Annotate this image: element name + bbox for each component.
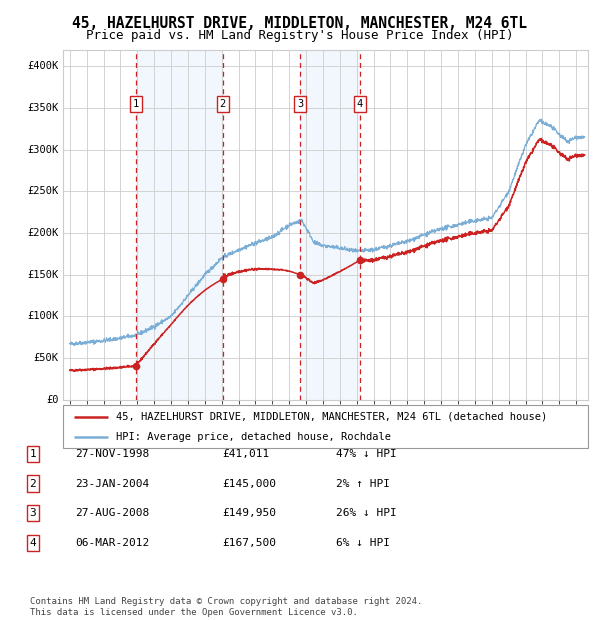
- Text: 23-JAN-2004: 23-JAN-2004: [75, 479, 149, 489]
- Text: Price paid vs. HM Land Registry's House Price Index (HPI): Price paid vs. HM Land Registry's House …: [86, 29, 514, 42]
- Text: 06-MAR-2012: 06-MAR-2012: [75, 538, 149, 548]
- Text: 6% ↓ HPI: 6% ↓ HPI: [336, 538, 390, 548]
- Text: HPI: Average price, detached house, Rochdale: HPI: Average price, detached house, Roch…: [115, 432, 391, 442]
- Text: £100K: £100K: [28, 311, 59, 322]
- FancyBboxPatch shape: [63, 405, 588, 448]
- Text: 27-AUG-2008: 27-AUG-2008: [75, 508, 149, 518]
- Text: 26% ↓ HPI: 26% ↓ HPI: [336, 508, 397, 518]
- Text: £0: £0: [46, 395, 59, 405]
- Text: 47% ↓ HPI: 47% ↓ HPI: [336, 449, 397, 459]
- Bar: [301, 50, 360, 400]
- Text: Contains HM Land Registry data © Crown copyright and database right 2024.
This d: Contains HM Land Registry data © Crown c…: [30, 598, 422, 617]
- Text: 2: 2: [220, 99, 226, 109]
- Text: 1: 1: [133, 99, 139, 109]
- Text: £41,011: £41,011: [222, 449, 269, 459]
- Text: 4: 4: [356, 99, 363, 109]
- Text: 3: 3: [297, 99, 304, 109]
- Text: 45, HAZELHURST DRIVE, MIDDLETON, MANCHESTER, M24 6TL (detached house): 45, HAZELHURST DRIVE, MIDDLETON, MANCHES…: [115, 412, 547, 422]
- Text: £50K: £50K: [34, 353, 59, 363]
- Text: £150K: £150K: [28, 270, 59, 280]
- Text: £167,500: £167,500: [222, 538, 276, 548]
- Text: £250K: £250K: [28, 187, 59, 197]
- Text: £149,950: £149,950: [222, 508, 276, 518]
- Text: £400K: £400K: [28, 61, 59, 71]
- Text: £145,000: £145,000: [222, 479, 276, 489]
- Text: 45, HAZELHURST DRIVE, MIDDLETON, MANCHESTER, M24 6TL: 45, HAZELHURST DRIVE, MIDDLETON, MANCHES…: [73, 16, 527, 31]
- Text: 4: 4: [29, 538, 37, 548]
- Text: 1: 1: [29, 449, 37, 459]
- Text: £300K: £300K: [28, 144, 59, 154]
- Text: £200K: £200K: [28, 228, 59, 238]
- Bar: [136, 50, 223, 400]
- Text: 27-NOV-1998: 27-NOV-1998: [75, 449, 149, 459]
- Text: 3: 3: [29, 508, 37, 518]
- Text: 2: 2: [29, 479, 37, 489]
- Text: £350K: £350K: [28, 103, 59, 113]
- Text: 2% ↑ HPI: 2% ↑ HPI: [336, 479, 390, 489]
